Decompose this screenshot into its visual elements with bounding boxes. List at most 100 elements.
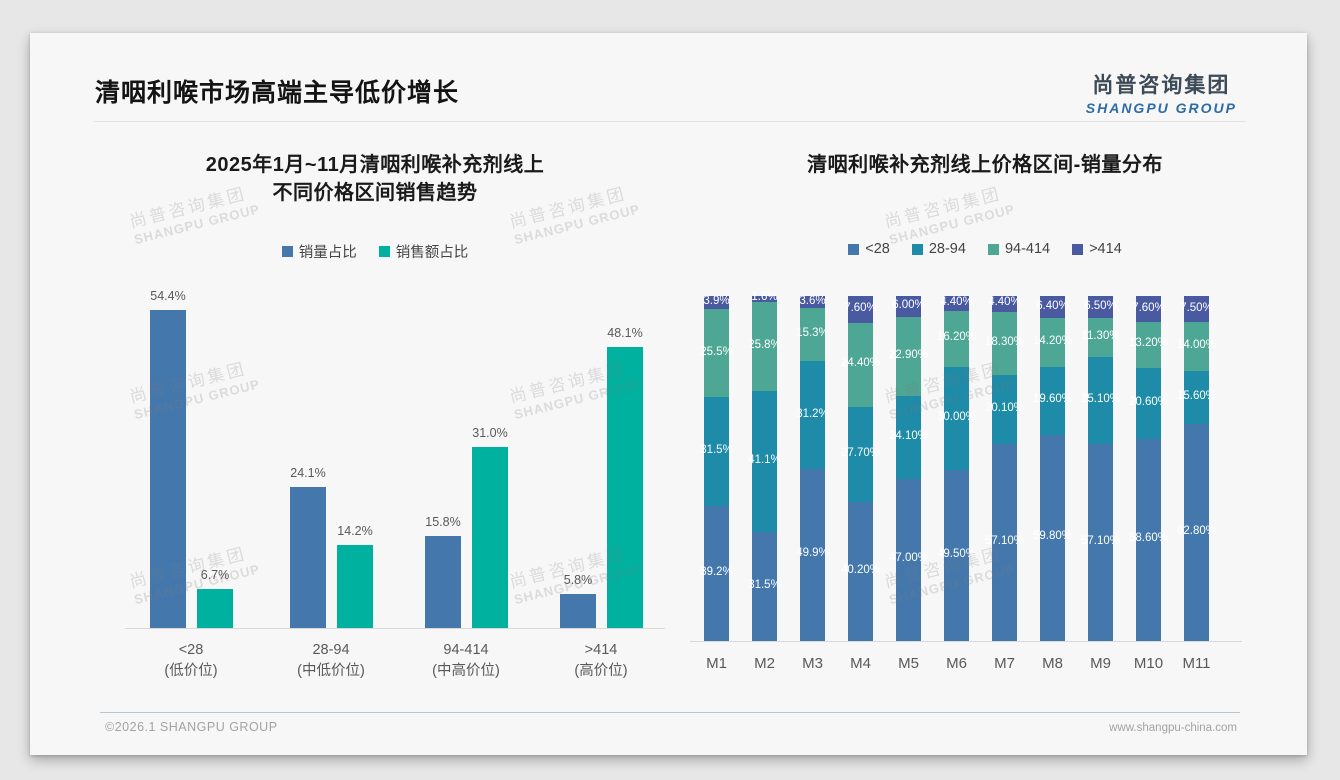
logo: 尚普咨询集团 SHANGPU GROUP	[1086, 69, 1237, 116]
legend-label: <28	[865, 241, 890, 257]
x-axis-label: M10	[1133, 655, 1164, 672]
x-label-tier: (低价位)	[164, 663, 218, 679]
segment->414	[848, 296, 873, 323]
x-axis-label: 28-94 (中低价位)	[261, 640, 401, 682]
segment-value-label: 49.50%	[936, 548, 976, 561]
segment-<28	[992, 444, 1017, 641]
segment-value-label: 15.3%	[796, 327, 829, 340]
legend-label: 94-414	[1004, 241, 1051, 257]
left-legend-item: 销售额占比	[378, 241, 468, 262]
segment-28-94	[1040, 367, 1065, 435]
segment-value-label: 20.60%	[1128, 395, 1168, 408]
segment-94-414	[704, 309, 729, 398]
segment-94-414	[848, 322, 873, 407]
legend-swatch	[281, 246, 293, 257]
segment-value-label: 1.6%	[751, 291, 778, 304]
x-label-tier: (高价位)	[574, 663, 628, 679]
x-label-tier: (中低价位)	[297, 663, 365, 679]
segment-28-94	[1184, 370, 1209, 425]
x-label-range: >414	[584, 642, 618, 658]
x-axis-label: M8	[1042, 655, 1063, 672]
segment-value-label: 31.5%	[748, 579, 781, 592]
segment-94-414	[1088, 318, 1113, 358]
segment-28-94	[1088, 357, 1113, 444]
segment->414	[800, 296, 825, 309]
bar-销售额占比->414	[607, 347, 643, 628]
segment-value-label: 57.10%	[1080, 535, 1120, 547]
copyright-text: ©2026.1 SHANGPU GROUP	[105, 720, 278, 734]
segment-<28	[896, 478, 921, 641]
legend-swatch	[378, 246, 390, 257]
segment-94-414	[752, 301, 777, 391]
bar-value-label: 31.0%	[472, 426, 508, 440]
bar-value-label: 48.1%	[607, 326, 643, 340]
segment-28-94	[752, 390, 777, 533]
x-axis-label: M6	[946, 655, 967, 672]
segment->414	[704, 295, 729, 310]
x-axis-label: M1	[706, 655, 727, 672]
right-legend-item: >414	[1072, 241, 1122, 257]
header-divider	[94, 121, 1246, 122]
right-legend-item: <28	[848, 241, 890, 257]
segment-<28	[944, 470, 969, 641]
segment-<28	[800, 468, 825, 641]
grouped-bar-chart: 54.4% 24.1% 15.8% 5.8% 6.7% 14.2% 31.0% 48.1% <2…	[30, 33, 1307, 755]
legend-swatch	[848, 243, 860, 255]
bar-value-label: 24.1%	[290, 466, 326, 480]
page-title: 清咽利喉市场高端主导低价增长	[95, 79, 460, 107]
segment-value-label: 22.90%	[888, 348, 928, 361]
segment-value-label: 24.10%	[888, 429, 928, 442]
x-axis-label: 94-414 (中高价位)	[396, 640, 536, 682]
x-axis-label: M9	[1090, 655, 1111, 672]
x-label-range: 94-414	[443, 642, 489, 658]
stacked-bar-chart: 39.2% 31.5% 25.5% 3.9% M1 31.5% 41.1% 25.8% 1.6%…	[30, 33, 1307, 755]
legend-label: 销量占比	[298, 245, 357, 261]
logo-text-cn: 尚普咨询集团	[1092, 74, 1231, 97]
bar-销售额占比-94-414	[472, 447, 508, 628]
x-axis-label: <28 (低价位)	[121, 640, 261, 682]
segment-28-94	[896, 395, 921, 479]
segment-value-label: 6.00%	[892, 298, 925, 311]
logo-text-en: SHANGPU GROUP	[1085, 100, 1237, 116]
bar-销量占比-<28	[150, 310, 186, 628]
segment-value-label: 25.10%	[1080, 393, 1120, 406]
x-axis-label: M5	[898, 655, 919, 672]
segment-value-label: 7.60%	[844, 301, 877, 314]
segment-<28	[1184, 424, 1209, 641]
segment-28-94	[944, 366, 969, 471]
bar-销售额占比-<28	[197, 589, 233, 628]
bar-销量占比-28-94	[290, 487, 326, 628]
slide: 清咽利喉市场高端主导低价增长 尚普咨询集团 SHANGPU GROUP 尚普咨询…	[30, 33, 1307, 755]
legend-swatch	[1072, 243, 1084, 255]
segment-<28	[704, 505, 729, 641]
segment-value-label: 25.8%	[748, 338, 781, 351]
x-axis-label: M4	[850, 655, 871, 672]
x-axis-label: M11	[1182, 655, 1211, 672]
left-legend-item: 销量占比	[281, 241, 357, 262]
segment-value-label: 31.5%	[700, 443, 733, 456]
x-axis-label: M2	[754, 655, 775, 672]
left-chart-title-line1: 2025年1月~11月清咽利喉补充剂线上	[205, 154, 545, 176]
segment-value-label: 7.60%	[1132, 301, 1165, 314]
right-legend-item: 94-414	[987, 241, 1051, 257]
segment-94-414	[992, 311, 1017, 375]
segment-value-label: 14.20%	[1032, 335, 1072, 348]
segment-94-414	[800, 308, 825, 362]
segment-value-label: 6.50%	[1084, 299, 1117, 312]
segment-value-label: 59.80%	[1032, 530, 1072, 543]
segment-28-94	[800, 361, 825, 469]
segment->414	[896, 296, 921, 317]
segment-value-label: 40.20%	[840, 564, 880, 577]
segment->414	[1088, 296, 1113, 319]
segment-value-label: 47.00%	[888, 552, 928, 565]
segment-value-label: 14.00%	[1176, 338, 1216, 351]
right-legend-item: 28-94	[911, 241, 966, 257]
segment-value-label: 7.50%	[1180, 301, 1213, 314]
segment-value-label: 31.2%	[796, 407, 829, 420]
segment->414	[992, 296, 1017, 312]
segment-<28	[752, 532, 777, 641]
segment-value-label: 25.5%	[700, 345, 733, 358]
segment-28-94	[1136, 367, 1161, 439]
segment->414	[752, 296, 777, 302]
segment-28-94	[704, 397, 729, 506]
